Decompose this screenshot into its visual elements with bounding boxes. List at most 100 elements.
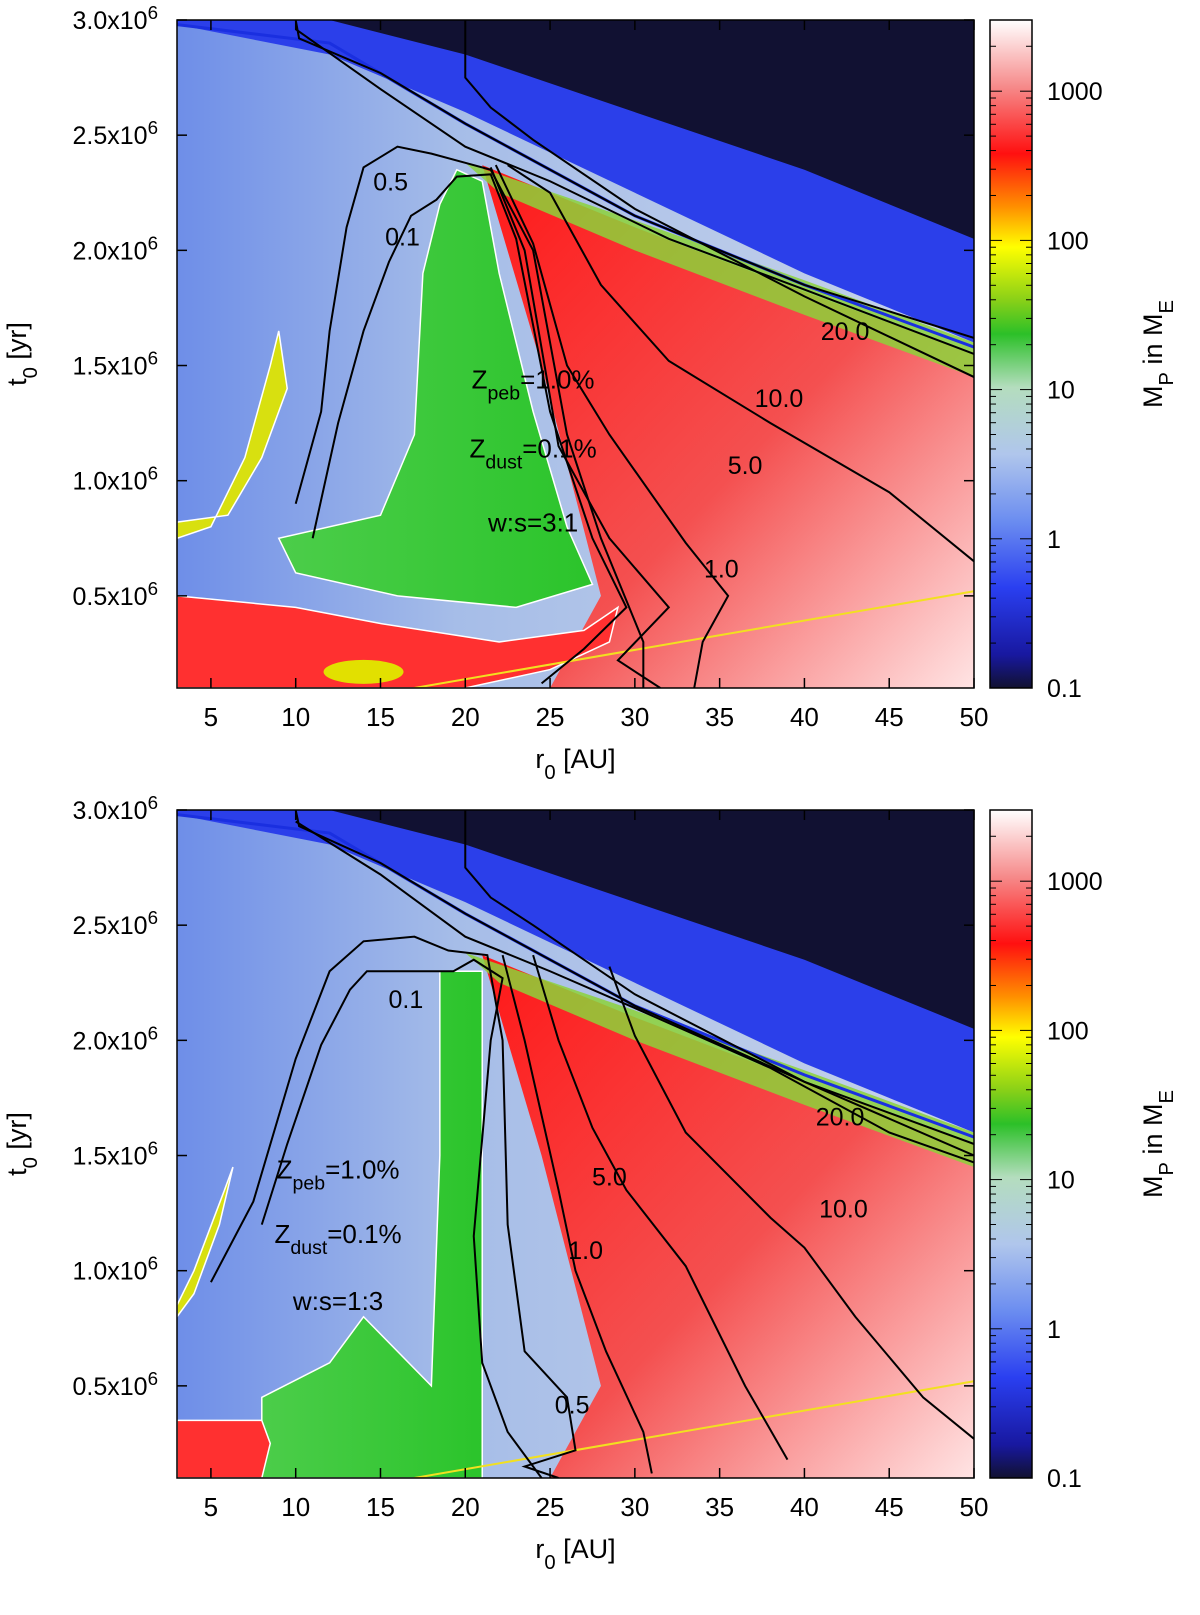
contour-line bbox=[464, 20, 974, 378]
colorbar-tick-label: 1000 bbox=[1047, 78, 1103, 106]
y-tick-label: 1.5x106 bbox=[73, 1137, 159, 1171]
region-inner-island bbox=[177, 330, 288, 540]
x-tick-label: 50 bbox=[960, 702, 989, 732]
y-tick-label: 1.0x106 bbox=[73, 1252, 159, 1286]
region-core-growth bbox=[277, 168, 594, 609]
plot-frame bbox=[176, 809, 975, 1479]
x-tick-label: 25 bbox=[536, 1492, 565, 1522]
x-tick-label: 35 bbox=[705, 1492, 734, 1522]
annotation: w:s=3:1 bbox=[487, 507, 578, 537]
region-yellow-spot bbox=[323, 659, 404, 684]
contour-label: 0.1 bbox=[389, 986, 424, 1014]
contour-line bbox=[295, 820, 974, 1164]
region-core-growth bbox=[261, 970, 483, 1478]
region-early-giants bbox=[177, 1419, 272, 1478]
annotation: Zpeb=1.0% bbox=[277, 1155, 400, 1195]
region-transition-band bbox=[465, 952, 974, 1168]
y-tick-label: 1.0x106 bbox=[73, 462, 159, 496]
y-tick-label: 2.0x106 bbox=[73, 232, 159, 266]
panel-bottom: 0.1 20.0 5.0 10.0 1.0 0.5 Zpeb=1.0% Zdust=0.1% w… bbox=[2, 792, 1178, 1575]
contour-label: 1.0 bbox=[568, 1237, 603, 1265]
colorbar-tick-label: 1 bbox=[1047, 1316, 1061, 1344]
x-tick-label: 25 bbox=[536, 702, 565, 732]
colorbar-tick-label: 1 bbox=[1047, 526, 1061, 554]
y-tick-label: 0.5x106 bbox=[73, 1367, 159, 1401]
colorbar-tick-label: 0.1 bbox=[1047, 1465, 1082, 1493]
colorbar-label: MP in ME bbox=[1138, 300, 1178, 408]
y-tick-label: 3.0x106 bbox=[73, 2, 159, 36]
region-giant bbox=[482, 165, 974, 688]
contour-line bbox=[295, 28, 974, 355]
region-transition-band bbox=[465, 162, 974, 378]
annotation: Zdust=0.1% bbox=[470, 434, 597, 474]
y-axis-label: t0 [yr] bbox=[2, 1112, 42, 1176]
contour-line bbox=[294, 145, 645, 688]
region-no-growth bbox=[329, 810, 974, 1029]
x-axis-label: r0 [AU] bbox=[535, 1534, 615, 1574]
x-tick-label: 5 bbox=[204, 702, 218, 732]
annotation: Zpeb=1.0% bbox=[472, 365, 595, 405]
colorbar bbox=[989, 19, 1033, 689]
x-tick-label: 15 bbox=[366, 1492, 395, 1522]
x-tick-label: 20 bbox=[451, 702, 480, 732]
contour-label: 0.5 bbox=[373, 168, 408, 196]
contour-label: 1.0 bbox=[704, 555, 739, 583]
colorbar-tick-label: 10 bbox=[1047, 1167, 1075, 1195]
contour-line bbox=[489, 167, 671, 688]
y-tick-label: 0.5x106 bbox=[73, 577, 159, 611]
heatmap-field bbox=[177, 20, 974, 688]
y-axis-label: t0 [yr] bbox=[2, 322, 42, 386]
contour-label: 0.5 bbox=[555, 1392, 590, 1420]
contour-line bbox=[464, 810, 974, 1157]
colorbar-tick-label: 100 bbox=[1047, 1017, 1089, 1045]
colorbar-tick-label: 0.1 bbox=[1047, 675, 1082, 703]
y-tick-label: 3.0x106 bbox=[73, 792, 159, 826]
colorbar-tick-label: 100 bbox=[1047, 227, 1089, 255]
y-tick-label: 2.5x106 bbox=[73, 907, 159, 941]
plot-frame bbox=[176, 19, 975, 689]
region-early-giants bbox=[177, 595, 620, 688]
contour-line bbox=[494, 164, 730, 688]
y-tick-label: 2.0x106 bbox=[73, 1022, 159, 1056]
x-tick-label: 45 bbox=[875, 702, 904, 732]
x-tick-label: 20 bbox=[451, 1492, 480, 1522]
contour-line bbox=[532, 954, 789, 1461]
yellow-line bbox=[414, 1380, 974, 1478]
x-tick-label: 40 bbox=[790, 1492, 819, 1522]
contour-label: 10.0 bbox=[819, 1196, 868, 1224]
annotation: Zdust=0.1% bbox=[274, 1219, 401, 1259]
x-tick-label: 10 bbox=[281, 1492, 310, 1522]
y-tick-label: 2.5x106 bbox=[73, 117, 159, 151]
yellow-line bbox=[414, 590, 974, 688]
heatmap-field bbox=[177, 810, 974, 1478]
contour-line bbox=[260, 958, 543, 1478]
x-tick-label: 10 bbox=[281, 702, 310, 732]
x-tick-label: 15 bbox=[366, 702, 395, 732]
colorbar-label: MP in ME bbox=[1138, 1090, 1178, 1198]
x-tick-label: 5 bbox=[204, 1492, 218, 1522]
region-no-growth bbox=[329, 20, 974, 239]
x-tick-label: 35 bbox=[705, 702, 734, 732]
x-tick-label: 30 bbox=[620, 1492, 649, 1522]
contour-line bbox=[507, 164, 974, 563]
contour-label: 20.0 bbox=[821, 318, 870, 346]
x-axis-label: r0 [AU] bbox=[535, 744, 615, 784]
contour-line bbox=[608, 966, 974, 1440]
contour-label: 5.0 bbox=[728, 452, 763, 480]
x-tick-label: 50 bbox=[960, 1492, 989, 1522]
colorbar bbox=[989, 809, 1033, 1479]
contour-label: 5.0 bbox=[592, 1163, 627, 1191]
contour-label: 10.0 bbox=[755, 385, 804, 413]
colorbar-tick-label: 10 bbox=[1047, 377, 1075, 405]
colorbar-tick-label: 1000 bbox=[1047, 868, 1103, 896]
panel-top: 0.5 0.1 20.0 10.0 5.0 1.0 Zpeb=1.0% Zdust=0.1% w… bbox=[2, 2, 1178, 785]
annotation: w:s=1:3 bbox=[292, 1286, 383, 1316]
contour-line bbox=[501, 954, 653, 1474]
x-tick-label: 45 bbox=[875, 1492, 904, 1522]
y-tick-label: 1.5x106 bbox=[73, 347, 159, 381]
contour-line bbox=[210, 935, 577, 1478]
x-tick-label: 30 bbox=[620, 702, 649, 732]
contour-line bbox=[311, 173, 628, 685]
contour-label: 20.0 bbox=[816, 1104, 865, 1132]
